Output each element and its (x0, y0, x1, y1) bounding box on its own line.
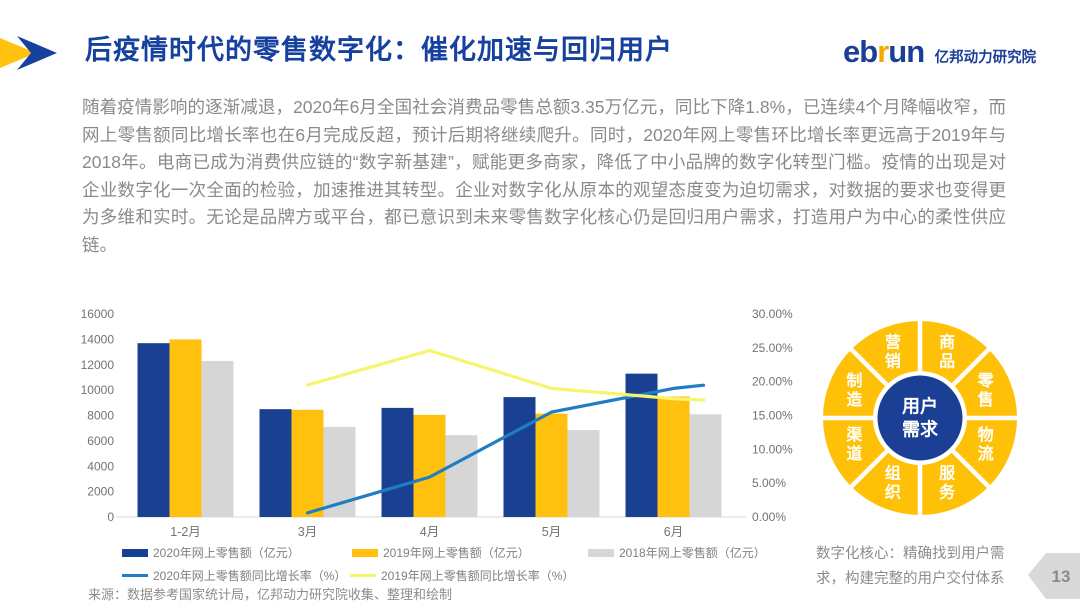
legend-label: 2018年网上零售额（亿元） (619, 546, 766, 560)
wheel-center-label: 用户 (902, 396, 938, 417)
left-axis-tick-label: 0 (107, 510, 114, 524)
wheel-divider (847, 444, 894, 491)
legend-item: 2020年网上零售额（亿元） (122, 544, 300, 561)
source-note: 来源：数据参考国家统计局，亿邦动力研究院收集、整理和绘制 (88, 587, 453, 602)
right-axis-tick-label: 30.00% (752, 307, 793, 321)
legend-item: 2019年网上零售额同比增长率（%） (350, 567, 574, 584)
wheel-caption: 数字化核心：精确找到用户需求，构建完整的用户交付体系 (816, 546, 1005, 587)
wheel-segment-label: 造 (846, 390, 863, 409)
wheel-segment-label: 渠 (846, 425, 863, 444)
chart-line (305, 348, 706, 402)
right-axis-tick-label: 0.00% (752, 510, 786, 524)
chart-bar (657, 396, 690, 517)
chart-bar (169, 339, 202, 517)
wheel-divider (946, 444, 993, 491)
left-axis-tick-label: 16000 (81, 307, 115, 321)
legend-swatch-bar-icon (588, 548, 614, 557)
chart-bar (445, 435, 478, 517)
wheel-segment-label: 零 (977, 372, 995, 390)
left-axis-tick-label: 12000 (81, 358, 115, 372)
left-axis-tick-label: 2000 (87, 485, 114, 499)
right-axis-tick-label: 5.00% (752, 476, 786, 490)
wheel-segment-label: 组 (885, 464, 901, 483)
x-axis-label: 3月 (298, 525, 317, 539)
x-axis-label: 4月 (420, 525, 439, 539)
badge-shape (1028, 553, 1080, 599)
right-axis-tick-label: 20.00% (752, 375, 793, 389)
chart-bar (689, 414, 722, 517)
legend-item: 2020年网上零售额同比增长率（%） (122, 567, 346, 584)
legend-label: 2020年网上零售额同比增长率（%） (153, 569, 347, 583)
wheel-segment-label: 道 (846, 444, 862, 463)
wheel-segment-label: 物 (978, 425, 994, 444)
legend-item: 2018年网上零售额（亿元） (588, 544, 766, 561)
legend-item: 2019年网上零售额（亿元） (352, 544, 530, 561)
chart-bar (381, 407, 414, 517)
right-axis-tick-label: 15.00% (752, 409, 793, 423)
legend-swatch-bar-icon (122, 548, 148, 557)
logo-letter-r: r (877, 34, 889, 69)
left-axis-tick-label: 10000 (81, 383, 115, 397)
legend-swatch-line-icon (122, 574, 148, 577)
wheel-divider (946, 345, 993, 392)
wheel-segment-label: 服 (939, 465, 956, 483)
chart-bar (137, 343, 170, 517)
left-axis-tick-label: 8000 (87, 409, 114, 423)
page-number-badge: 13 (1028, 553, 1080, 599)
left-axis-tick-label: 14000 (81, 332, 115, 346)
user-demand-wheel: 商品零售物流服务 组织 渠道 制造 营销用户 需求 (815, 313, 1025, 523)
retail-combo-chart: 0 2000 4000 6000 8000 10000 12000 14000 16000 0.0… (70, 300, 815, 545)
chart-bar (535, 413, 568, 517)
logo-org-name: 亿邦动力研究院 (934, 50, 1037, 66)
left-axis-tick-label: 6000 (87, 434, 114, 448)
page-title: 后疫情时代的零售数字化：催化加速与回归用户 (85, 35, 673, 65)
wheel-segment-label: 流 (978, 444, 994, 463)
wheel-segment-label: 品 (939, 352, 955, 370)
chart-bar (503, 397, 536, 517)
x-axis-label: 6月 (664, 525, 683, 539)
wheel-divider (847, 345, 894, 392)
chart-line (305, 383, 706, 515)
chart-bar (201, 360, 234, 517)
legend-label: 2019年网上零售额（亿元） (383, 546, 530, 560)
page-number: 13 (1052, 567, 1071, 586)
body-paragraph: 随着疫情影响的逐渐减退，2020年6月全国社会消费品零售总额3.35万亿元，同比… (82, 97, 1006, 255)
legend-label: 2020年网上零售额（亿元） (153, 546, 300, 560)
header-arrow-icon (0, 36, 57, 70)
right-axis-tick-label: 25.00% (752, 341, 793, 355)
chart-canvas: 0 2000 4000 6000 8000 10000 12000 14000 16000 0.0… (81, 307, 793, 539)
chart-bar (259, 409, 292, 517)
wheel-center-label: 需求 (902, 419, 939, 440)
legend-swatch-line-icon (350, 574, 376, 577)
wheel-segment-label: 商 (939, 332, 955, 351)
ebrun-logo: ebrun 亿邦动力研究院 (843, 34, 1036, 70)
wheel-segment-label: 售 (978, 390, 994, 409)
legend-swatch-bar-icon (352, 548, 378, 557)
wheel-segment-label: 销 (885, 351, 901, 370)
wheel-segment-label: 务 (939, 483, 956, 502)
left-axis-tick-label: 4000 (87, 459, 114, 473)
wheel-segment-label: 制 (846, 372, 862, 390)
chart-bar (291, 409, 324, 517)
wheel-segment-label: 营 (885, 332, 901, 351)
wheel-center-circle (877, 375, 963, 461)
wheel-segment-label: 织 (885, 483, 901, 502)
chart-bar (413, 414, 446, 517)
chart-bar (567, 430, 600, 517)
right-axis-tick-label: 10.00% (752, 442, 793, 456)
x-axis-label: 1-2月 (170, 525, 201, 539)
logo-wordmark: ebrun (843, 34, 925, 69)
legend-label: 2019年网上零售额同比增长率（%） (381, 569, 575, 583)
x-axis-label: 5月 (542, 525, 561, 539)
